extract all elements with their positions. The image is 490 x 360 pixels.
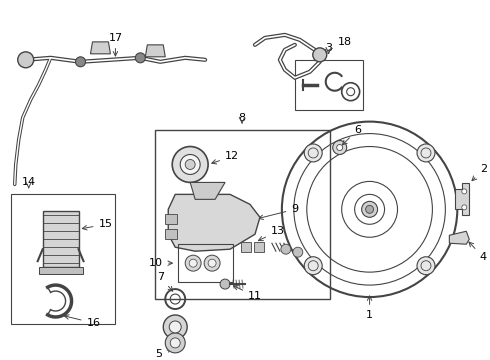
Circle shape bbox=[185, 159, 195, 170]
Bar bbox=[155, 130, 330, 299]
Bar bbox=[178, 244, 233, 282]
Circle shape bbox=[208, 259, 216, 267]
Circle shape bbox=[417, 144, 435, 162]
Circle shape bbox=[163, 315, 187, 339]
Circle shape bbox=[337, 144, 343, 150]
Circle shape bbox=[417, 257, 435, 275]
Circle shape bbox=[293, 247, 303, 257]
Text: 9: 9 bbox=[259, 204, 298, 220]
Bar bbox=[43, 211, 78, 267]
Text: 15: 15 bbox=[82, 219, 112, 230]
Circle shape bbox=[333, 140, 346, 154]
Circle shape bbox=[304, 257, 322, 275]
Bar bbox=[295, 60, 363, 110]
Circle shape bbox=[281, 244, 291, 254]
Circle shape bbox=[180, 154, 200, 175]
Polygon shape bbox=[168, 194, 260, 251]
Circle shape bbox=[462, 189, 467, 194]
Text: 17: 17 bbox=[108, 33, 122, 56]
Bar bbox=[165, 229, 177, 239]
Polygon shape bbox=[91, 42, 110, 54]
Circle shape bbox=[189, 259, 197, 267]
Circle shape bbox=[366, 205, 373, 213]
Circle shape bbox=[165, 333, 185, 353]
Circle shape bbox=[220, 279, 230, 289]
Text: 6: 6 bbox=[343, 125, 361, 145]
Circle shape bbox=[362, 201, 378, 217]
Bar bbox=[241, 242, 251, 252]
Text: 8: 8 bbox=[239, 113, 245, 123]
Polygon shape bbox=[39, 267, 82, 274]
Circle shape bbox=[462, 205, 467, 210]
Bar bbox=[165, 214, 177, 224]
Polygon shape bbox=[146, 45, 165, 57]
Text: 2: 2 bbox=[472, 165, 487, 181]
Circle shape bbox=[75, 57, 86, 67]
Text: 7: 7 bbox=[157, 272, 172, 291]
Text: 3: 3 bbox=[325, 43, 332, 53]
Text: 5: 5 bbox=[155, 348, 172, 359]
Circle shape bbox=[135, 53, 146, 63]
Circle shape bbox=[304, 144, 322, 162]
Text: 13: 13 bbox=[258, 226, 285, 240]
Bar bbox=[11, 194, 116, 324]
Bar bbox=[254, 242, 264, 252]
Circle shape bbox=[170, 338, 180, 348]
Circle shape bbox=[313, 48, 327, 62]
Circle shape bbox=[204, 255, 220, 271]
Polygon shape bbox=[449, 231, 469, 244]
Text: 10: 10 bbox=[149, 258, 172, 268]
Text: 14: 14 bbox=[22, 177, 36, 188]
Circle shape bbox=[18, 52, 34, 68]
Text: 16: 16 bbox=[64, 315, 100, 328]
Text: 12: 12 bbox=[212, 152, 239, 164]
Text: 18: 18 bbox=[323, 37, 352, 53]
Text: 11: 11 bbox=[234, 286, 262, 301]
Circle shape bbox=[185, 255, 201, 271]
Circle shape bbox=[172, 147, 208, 183]
Text: 1: 1 bbox=[366, 296, 373, 320]
Circle shape bbox=[169, 321, 181, 333]
Polygon shape bbox=[190, 183, 225, 199]
Text: 4: 4 bbox=[469, 242, 487, 262]
Polygon shape bbox=[455, 183, 469, 215]
